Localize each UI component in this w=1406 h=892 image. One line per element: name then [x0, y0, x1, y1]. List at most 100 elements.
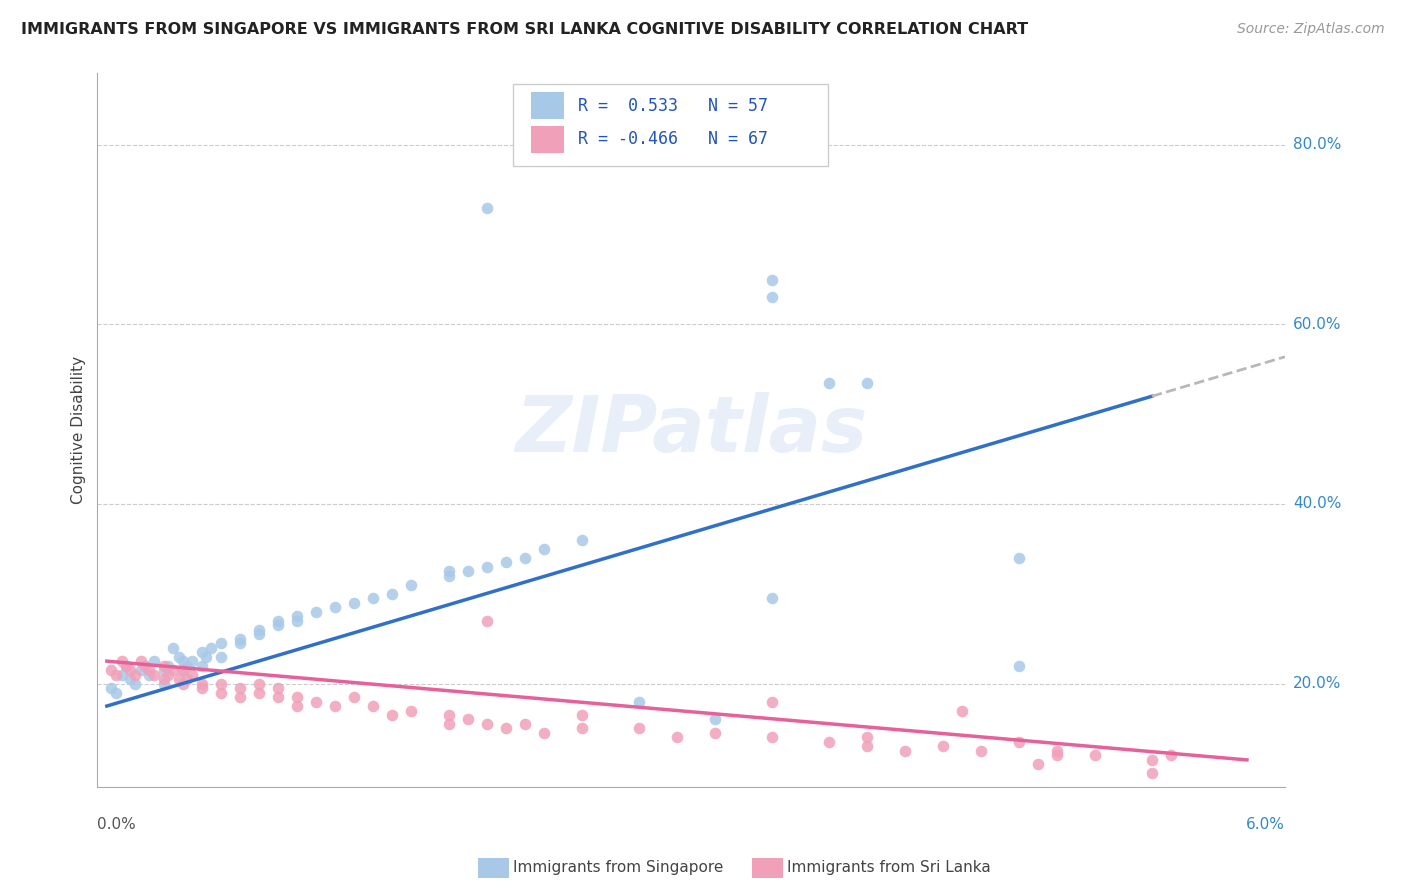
Point [172, 663, 194, 677]
Point [761, 290, 783, 304]
Point [229, 632, 252, 646]
Point [143, 654, 166, 668]
Point [167, 649, 190, 664]
Point [172, 654, 194, 668]
Point [134, 658, 156, 673]
Point [627, 694, 650, 708]
Point [153, 663, 176, 677]
Point [399, 578, 422, 592]
Point [162, 640, 184, 655]
Text: R =  0.533   N = 57: R = 0.533 N = 57 [578, 97, 768, 115]
Point [124, 676, 146, 690]
Point [176, 672, 198, 686]
Point [894, 744, 917, 758]
Point [167, 672, 190, 686]
Point [513, 550, 536, 565]
Point [153, 672, 176, 686]
Point [533, 726, 555, 740]
Point [176, 658, 198, 673]
Point [571, 533, 593, 547]
Point [285, 690, 308, 704]
Point [343, 596, 366, 610]
Point [381, 708, 404, 723]
Point [138, 663, 160, 677]
Point [475, 717, 498, 731]
Point [323, 600, 346, 615]
Point [761, 694, 783, 708]
Point [191, 676, 214, 690]
Point [1026, 757, 1049, 772]
Point [381, 587, 404, 601]
Text: 6.0%: 6.0% [1246, 817, 1285, 832]
Point [475, 614, 498, 628]
Text: ZIPatlas: ZIPatlas [515, 392, 868, 468]
Text: R = -0.466   N = 67: R = -0.466 N = 67 [578, 130, 768, 148]
Point [118, 672, 141, 686]
Point [1008, 735, 1031, 749]
Point [267, 690, 290, 704]
Point [437, 717, 460, 731]
Point [856, 731, 879, 745]
Point [191, 645, 214, 659]
Point [571, 708, 593, 723]
Point [105, 685, 128, 699]
Point [457, 565, 479, 579]
Point [191, 681, 214, 695]
Point [209, 676, 232, 690]
Point [627, 722, 650, 736]
Point [285, 699, 308, 714]
Point [124, 667, 146, 681]
Point [856, 739, 879, 754]
Point [703, 726, 725, 740]
Point [172, 676, 194, 690]
Text: Source: ZipAtlas.com: Source: ZipAtlas.com [1237, 22, 1385, 37]
Point [267, 681, 290, 695]
Point [229, 690, 252, 704]
Point [1046, 744, 1069, 758]
Point [323, 699, 346, 714]
Point [209, 649, 232, 664]
Point [950, 704, 973, 718]
Point [285, 609, 308, 624]
FancyBboxPatch shape [513, 84, 828, 166]
Point [138, 667, 160, 681]
Point [475, 201, 498, 215]
Point [818, 376, 841, 390]
Point [115, 658, 138, 673]
Point [181, 654, 204, 668]
Point [495, 555, 517, 569]
Text: Immigrants from Singapore: Immigrants from Singapore [513, 861, 724, 875]
FancyBboxPatch shape [531, 92, 564, 120]
Point [100, 681, 122, 695]
Point [1008, 658, 1031, 673]
Point [129, 663, 152, 677]
Point [665, 731, 688, 745]
Point [118, 663, 141, 677]
Point [305, 605, 328, 619]
Point [1140, 753, 1163, 767]
Point [172, 663, 194, 677]
Point [267, 614, 290, 628]
Point [111, 654, 134, 668]
Point [181, 667, 204, 681]
Point [1160, 748, 1182, 763]
Point [1084, 748, 1107, 763]
Point [129, 654, 152, 668]
Point [209, 636, 232, 650]
Y-axis label: Cognitive Disability: Cognitive Disability [72, 356, 86, 504]
Point [200, 640, 222, 655]
Point [513, 717, 536, 731]
Point [970, 744, 993, 758]
Point [818, 735, 841, 749]
Point [247, 685, 270, 699]
Point [105, 667, 128, 681]
Point [761, 272, 783, 286]
Point [115, 658, 138, 673]
Point [457, 713, 479, 727]
Point [153, 676, 176, 690]
Point [156, 667, 179, 681]
Point [285, 614, 308, 628]
Point [194, 649, 217, 664]
Text: 80.0%: 80.0% [1294, 137, 1341, 153]
Point [761, 591, 783, 606]
